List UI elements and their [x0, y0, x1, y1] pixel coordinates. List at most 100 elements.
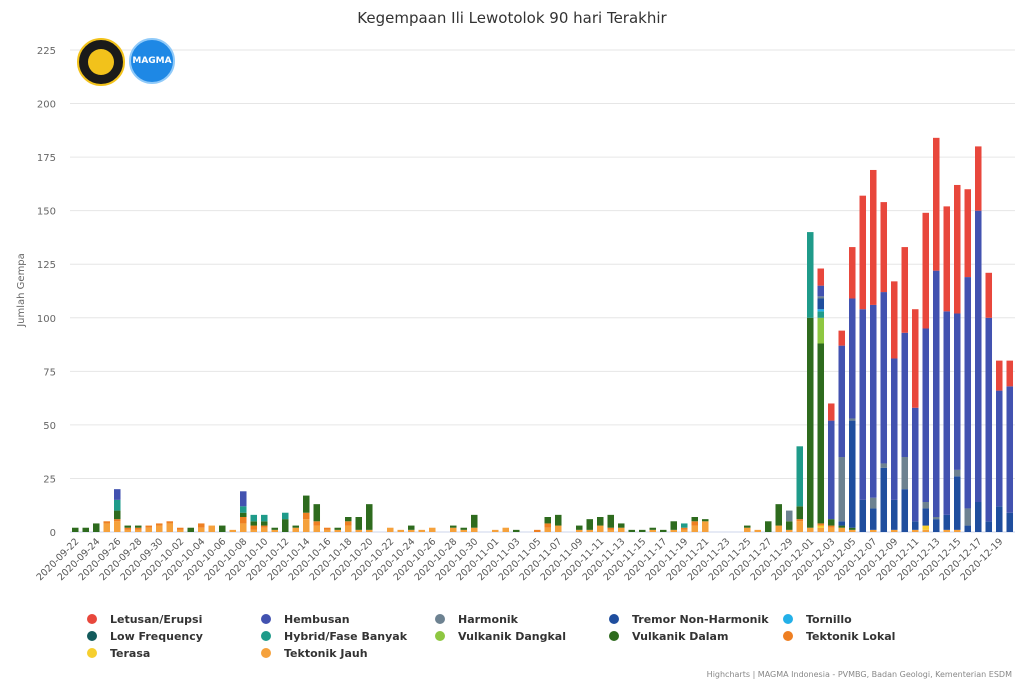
bar-segment[interactable] — [156, 523, 163, 526]
bar-segment[interactable] — [586, 519, 594, 530]
bar-segment[interactable] — [460, 527, 468, 530]
bar-segment[interactable] — [345, 517, 352, 522]
bar-segment[interactable] — [933, 270, 940, 518]
bar-segment[interactable] — [817, 268, 825, 286]
bar-segment[interactable] — [744, 525, 751, 528]
bar-segment[interactable] — [408, 529, 415, 532]
bar-segment[interactable] — [849, 418, 856, 421]
bar-segment[interactable] — [859, 499, 867, 532]
bar-segment[interactable] — [828, 420, 835, 520]
bar-segment[interactable] — [922, 508, 930, 526]
bar-segment[interactable] — [849, 298, 856, 419]
legend-marker[interactable] — [609, 631, 619, 641]
bar-segment[interactable] — [891, 281, 898, 359]
bar-segment[interactable] — [975, 502, 982, 532]
bar-segment[interactable] — [261, 514, 268, 522]
bar-segment[interactable] — [177, 529, 184, 532]
legend-marker[interactable] — [87, 648, 97, 658]
bar-segment[interactable] — [849, 527, 856, 530]
bar-segment[interactable] — [817, 525, 825, 528]
bar-segment[interactable] — [618, 523, 625, 528]
bar-segment[interactable] — [114, 519, 121, 522]
legend-label[interactable]: Vulkanik Dangkal — [458, 630, 566, 643]
bar-segment[interactable] — [880, 202, 888, 293]
bar-segment[interactable] — [114, 489, 121, 500]
bar-segment[interactable] — [765, 521, 772, 532]
bar-segment[interactable] — [114, 521, 121, 532]
legend-marker[interactable] — [435, 631, 445, 641]
bar-segment[interactable] — [817, 296, 825, 299]
bar-segment[interactable] — [240, 523, 247, 532]
bar-segment[interactable] — [786, 521, 793, 530]
bar-segment[interactable] — [901, 489, 909, 532]
bar-segment[interactable] — [817, 343, 825, 524]
bar-segment[interactable] — [313, 504, 321, 522]
bar-segment[interactable] — [261, 527, 268, 532]
bar-segment[interactable] — [124, 527, 132, 530]
bar-segment[interactable] — [198, 523, 205, 528]
bar-segment[interactable] — [933, 517, 940, 520]
bar-segment[interactable] — [450, 527, 457, 532]
bar-segment[interactable] — [870, 508, 877, 530]
bar-segment[interactable] — [261, 525, 268, 528]
bar-segment[interactable] — [796, 506, 804, 520]
bar-segment[interactable] — [471, 527, 478, 532]
bar-segment[interactable] — [544, 517, 552, 524]
legend-marker[interactable] — [87, 614, 97, 624]
bar-segment[interactable] — [282, 519, 289, 532]
bar-segment[interactable] — [691, 521, 699, 526]
bar-segment[interactable] — [471, 514, 478, 528]
bar-segment[interactable] — [912, 309, 919, 408]
bar-segment[interactable] — [870, 169, 877, 305]
bar-segment[interactable] — [943, 529, 951, 532]
bar-segment[interactable] — [922, 328, 930, 503]
bar-segment[interactable] — [849, 420, 856, 528]
bar-segment[interactable] — [796, 446, 804, 507]
bar-segment[interactable] — [303, 512, 310, 520]
bar-segment[interactable] — [681, 527, 688, 530]
bar-segment[interactable] — [870, 304, 877, 498]
bar-segment[interactable] — [145, 525, 153, 528]
bar-segment[interactable] — [261, 521, 268, 526]
bar-segment[interactable] — [282, 512, 289, 520]
bar-segment[interactable] — [114, 510, 121, 520]
bar-segment[interactable] — [334, 527, 342, 530]
bar-segment[interactable] — [880, 467, 888, 532]
bar-segment[interactable] — [492, 529, 499, 532]
bar-segment[interactable] — [502, 527, 510, 532]
bar-segment[interactable] — [922, 525, 930, 530]
bar-segment[interactable] — [933, 137, 940, 271]
legend-label[interactable]: Tornillo — [806, 613, 852, 626]
bar-segment[interactable] — [681, 523, 688, 528]
bar-segment[interactable] — [817, 298, 825, 310]
bar-segment[interactable] — [135, 529, 142, 532]
bar-segment[interactable] — [628, 529, 636, 532]
legend-marker[interactable] — [261, 614, 271, 624]
bar-segment[interactable] — [817, 309, 825, 312]
legend-label[interactable]: Harmonik — [458, 613, 519, 626]
bar-segment[interactable] — [387, 527, 394, 532]
bar-segment[interactable] — [313, 525, 321, 532]
bar-segment[interactable] — [985, 272, 993, 318]
bar-segment[interactable] — [114, 499, 121, 511]
bar-segment[interactable] — [187, 527, 195, 532]
bar-segment[interactable] — [408, 525, 415, 530]
bar-segment[interactable] — [660, 529, 667, 532]
bar-segment[interactable] — [828, 527, 835, 532]
bar-segment[interactable] — [303, 519, 310, 532]
legend-label[interactable]: Tremor Non-Harmonik — [632, 613, 769, 626]
bar-segment[interactable] — [775, 504, 783, 526]
bar-segment[interactable] — [859, 309, 867, 500]
bar-segment[interactable] — [145, 527, 153, 532]
bar-segment[interactable] — [828, 519, 835, 526]
bar-segment[interactable] — [534, 529, 541, 532]
bar-segment[interactable] — [964, 189, 972, 278]
bar-segment[interactable] — [513, 529, 520, 532]
bar-segment[interactable] — [429, 527, 436, 532]
legend-marker[interactable] — [261, 648, 271, 658]
bar-segment[interactable] — [838, 330, 846, 346]
bar-segment[interactable] — [1006, 386, 1014, 513]
bar-segment[interactable] — [544, 527, 552, 532]
bar-segment[interactable] — [166, 521, 174, 524]
bar-segment[interactable] — [796, 521, 804, 532]
